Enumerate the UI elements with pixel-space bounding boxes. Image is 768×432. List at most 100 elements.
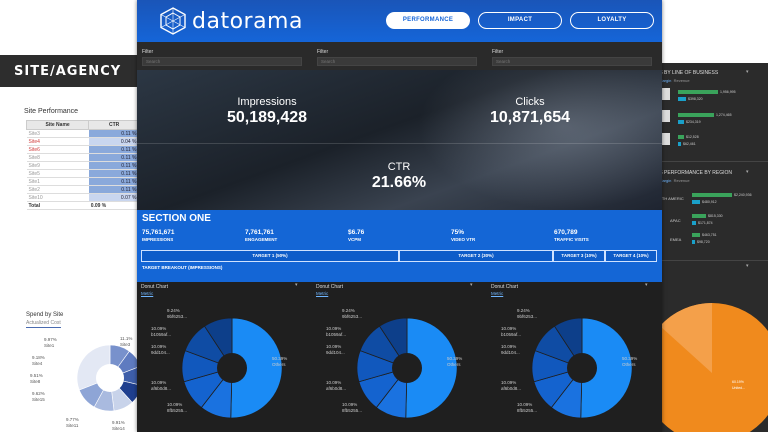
donut-metric-link[interactable]: Metric bbox=[491, 291, 504, 296]
site-agency-panel: SITE/AGENCY Site Performance Site Name C… bbox=[0, 55, 140, 432]
donut-label-pct: 10.09% bbox=[151, 380, 167, 385]
region-bar[interactable] bbox=[692, 233, 700, 237]
lob-bar[interactable] bbox=[678, 135, 684, 139]
pie-label: 9.51% Site8 bbox=[30, 373, 43, 385]
table-row[interactable]: Site6 0.11 % bbox=[26, 145, 140, 154]
donut-label-pct: 10.09% bbox=[151, 344, 167, 349]
region-tabs[interactable]: s Margin Revenue bbox=[656, 178, 690, 183]
chevron-down-icon[interactable]: ▾ bbox=[746, 263, 749, 269]
donut-label-name: Others bbox=[272, 362, 286, 367]
chevron-down-icon[interactable]: ▾ bbox=[295, 282, 298, 288]
filter-search-input[interactable] bbox=[317, 57, 477, 66]
total-label: Total bbox=[26, 201, 89, 210]
chevron-down-icon[interactable]: ▾ bbox=[746, 169, 749, 175]
donut-panel-1: Donut Chart Metric ▾ 9.24% 9bf6253... 10.0… bbox=[137, 282, 312, 432]
table-row[interactable]: Site5 0.11 % bbox=[26, 169, 140, 178]
tab-performance[interactable]: PERFORMANCE bbox=[386, 12, 470, 29]
donut-label: 10.09% 8fb5255... bbox=[167, 402, 187, 414]
filter-bar: Filter Filter Filter bbox=[137, 42, 662, 70]
clicks-value: 10,871,654 bbox=[489, 109, 571, 126]
donut-label: 10.09% 9dd104... bbox=[326, 344, 345, 356]
clicks-label: Clicks bbox=[515, 96, 545, 108]
region-bar[interactable] bbox=[692, 193, 732, 197]
table-row[interactable]: Site10 0.07 % bbox=[26, 193, 140, 202]
region-bar-sub[interactable] bbox=[692, 221, 696, 225]
table-row[interactable]: Site4 0.04 % bbox=[26, 137, 140, 146]
donut-label-pct: 10.09% bbox=[326, 380, 342, 385]
pie-label-name: Site1 bbox=[44, 343, 55, 348]
target-3-bar[interactable]: TARGET 3 (10%) bbox=[553, 250, 605, 262]
pie-slice[interactable] bbox=[108, 366, 140, 386]
lob-value: 1,274,465 bbox=[716, 113, 732, 117]
donut-label-pct: 10.09% bbox=[501, 380, 517, 385]
chevron-down-icon[interactable]: ▾ bbox=[746, 69, 749, 75]
col-ctr[interactable]: CTR bbox=[88, 120, 140, 130]
table-row[interactable]: Site3 0.11 % bbox=[26, 129, 140, 138]
ctr-cell: 0.11 % bbox=[88, 169, 140, 178]
col-site-name[interactable]: Site Name bbox=[25, 120, 90, 130]
metric-value: 75% bbox=[451, 229, 465, 236]
site-cell: Site5 bbox=[26, 169, 89, 178]
donut-label: 50.39% Others bbox=[272, 356, 287, 368]
chevron-down-icon[interactable]: ▾ bbox=[470, 282, 473, 288]
pie-label-pct: 9.91% bbox=[112, 420, 125, 425]
lob-value: $12,528 bbox=[686, 135, 699, 139]
filter-search-input[interactable] bbox=[142, 57, 302, 66]
donut-label: 9.24% 9bf6253... bbox=[167, 308, 187, 320]
region-bar-sub[interactable] bbox=[692, 240, 695, 244]
pie-center bbox=[96, 364, 124, 392]
lob-bar-sub[interactable] bbox=[678, 120, 684, 124]
donut-label-pct: 10.09% bbox=[151, 326, 167, 331]
donut-slice[interactable] bbox=[405, 317, 458, 419]
donut-metric-link[interactable]: Metric bbox=[316, 291, 329, 296]
total-value: 0.09 % bbox=[88, 201, 140, 210]
tab-margin: s Margin bbox=[656, 178, 672, 183]
region-bar-sub[interactable] bbox=[692, 200, 700, 204]
chevron-down-icon[interactable]: ▾ bbox=[645, 282, 648, 288]
donut-hole bbox=[392, 353, 422, 383]
table-row[interactable]: Site8 0.11 % bbox=[26, 153, 140, 162]
lob-bar[interactable] bbox=[678, 113, 714, 117]
metric-label: VCPM bbox=[348, 237, 362, 242]
lob-bar-sub[interactable] bbox=[678, 142, 681, 146]
target-2-bar[interactable]: TARGET 2 (30%) bbox=[399, 250, 553, 262]
ctr-label: CTR bbox=[387, 161, 411, 173]
lob-tabs[interactable]: s Margin Revenue bbox=[656, 78, 690, 83]
donut-label-pct: 10.09% bbox=[326, 344, 342, 349]
ctr-value: 21.66% bbox=[371, 174, 427, 191]
metric-label: ENGAGEMENT bbox=[245, 237, 278, 242]
pie-label-pct: 9.18% bbox=[32, 355, 45, 360]
donut-label: 50.39% Others bbox=[622, 356, 637, 368]
tab-impact[interactable]: IMPACT bbox=[478, 12, 562, 29]
donut-slice[interactable] bbox=[230, 317, 283, 419]
table-row[interactable]: Site9 0.11 % bbox=[26, 161, 140, 170]
site-performance-title: Site Performance bbox=[24, 108, 79, 115]
donut-metric-link[interactable]: Metric bbox=[141, 291, 154, 296]
donut-label-name: 9bf6253... bbox=[517, 314, 538, 319]
pie-label-name: Site4 bbox=[32, 361, 43, 366]
table-row[interactable]: Site2 0.11 % bbox=[26, 185, 140, 194]
filter-label: Filter bbox=[317, 49, 329, 55]
region-bar[interactable] bbox=[692, 214, 706, 218]
donut-label-pct: 50.39% bbox=[622, 356, 638, 361]
table-row[interactable]: Site1 0.11 % bbox=[26, 177, 140, 186]
spend-metric-tab[interactable]: Actualized Cost bbox=[26, 320, 61, 328]
target-1-bar[interactable]: TARGET 1 (50%) bbox=[141, 250, 399, 262]
target-4-bar[interactable]: TARGET 4 (10%) bbox=[605, 250, 657, 262]
pie-slice-other[interactable] bbox=[660, 302, 712, 373]
donut-label-name: Others bbox=[622, 362, 636, 367]
pie-label: 11.1% Site3 bbox=[120, 336, 132, 348]
donut-label-pct: 10.09% bbox=[517, 402, 533, 407]
region-sub: $98,720 bbox=[697, 240, 710, 244]
pie-label: 9.91% Site14 bbox=[112, 420, 125, 432]
tab-loyalty[interactable]: LOYALTY bbox=[570, 12, 654, 29]
donut-label-name: 9dd104... bbox=[326, 350, 345, 355]
filter-search-input[interactable] bbox=[492, 57, 652, 66]
brand-name[interactable]: datorama bbox=[192, 9, 303, 34]
donut-hole bbox=[217, 353, 247, 383]
site-cell: Site9 bbox=[26, 161, 89, 170]
lob-bar[interactable] bbox=[678, 90, 718, 94]
lob-bar-sub[interactable] bbox=[678, 97, 686, 101]
region-label: ORTH AMERIC bbox=[656, 196, 684, 201]
donut-slice[interactable] bbox=[580, 317, 633, 419]
